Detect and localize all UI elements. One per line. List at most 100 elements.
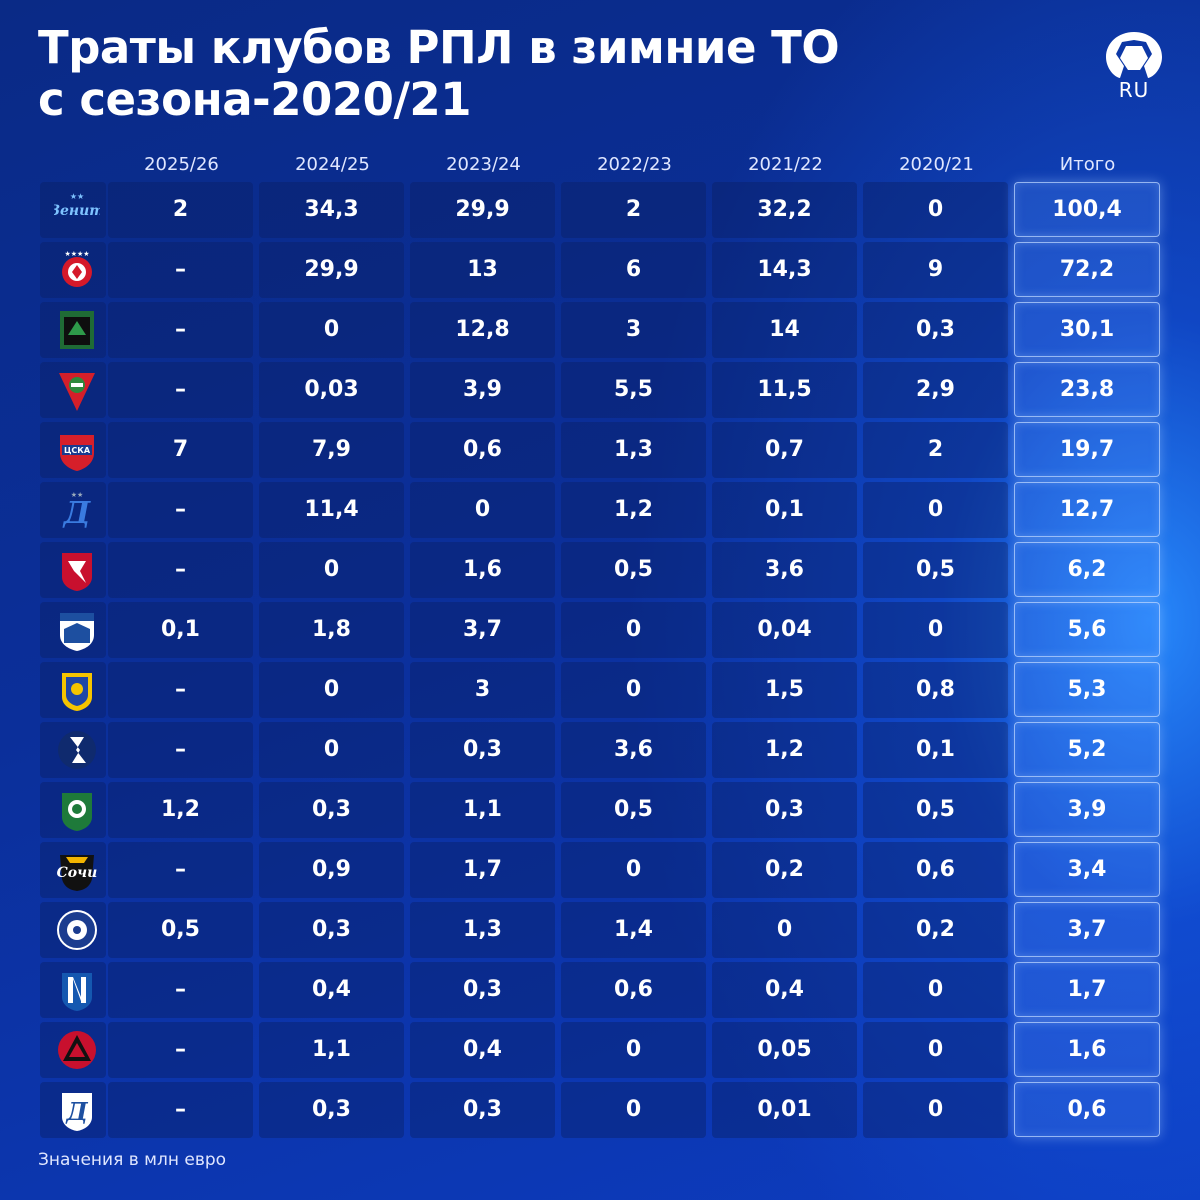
club-logo-cell: [40, 902, 106, 958]
value-cell: 13: [410, 242, 555, 298]
value-cell: 0,3: [259, 1082, 404, 1138]
value-cell: 0,5: [863, 782, 1008, 838]
value-cell: 0: [561, 1022, 706, 1078]
zenit-logo: Зенит ★★: [54, 192, 100, 219]
table-row: –1,1 0,4 0 0,05 0 1,6: [0, 1022, 1200, 1078]
club-logo-cell: Д: [40, 1082, 106, 1138]
table-row: –0 12,8 3 14 0,3 30,1: [0, 302, 1200, 358]
value-cell: –: [108, 662, 253, 718]
value-cell: 5,5: [561, 362, 706, 418]
value-cell: 0: [561, 662, 706, 718]
value-cell: 29,9: [259, 242, 404, 298]
total-cell: 5,3: [1014, 662, 1160, 717]
table-row: –0,4 0,3 0,6 0,4 0 1,7: [0, 962, 1200, 1018]
value-cell: 0: [863, 1022, 1008, 1078]
value-cell: 14,3: [712, 242, 857, 298]
value-cell: 0,5: [561, 542, 706, 598]
value-cell: 0,4: [712, 962, 857, 1018]
akron-logo: [58, 1031, 96, 1069]
value-cell: 0: [561, 842, 706, 898]
value-cell: 0,8: [863, 662, 1008, 718]
table-row: ЦСКА 7 7,9 0,6 1,3 0,7 2 19,7: [0, 422, 1200, 478]
brand-logo: RU: [1098, 30, 1170, 102]
value-cell: –: [108, 362, 253, 418]
table-row: –0 0,3 3,6 1,2 0,1 5,2: [0, 722, 1200, 778]
club-logo-cell: [40, 362, 106, 418]
value-cell: 1,5: [712, 662, 857, 718]
value-cell: 0: [863, 482, 1008, 538]
value-cell: 2: [561, 182, 706, 238]
svg-text:Зенит: Зенит: [54, 203, 100, 219]
table-row: Сочи –0,9 1,7 0 0,2 0,6 3,4: [0, 842, 1200, 898]
value-cell: 0,3: [259, 902, 404, 958]
cska-logo: ЦСКА: [60, 435, 94, 471]
column-header-0: 2025/26: [144, 154, 219, 175]
column-header-3: 2022/23: [597, 154, 672, 175]
value-cell: 0,7: [712, 422, 857, 478]
column-header-4: 2021/22: [748, 154, 823, 175]
title-line-1: Траты клубов РПЛ в зимние ТО: [38, 21, 840, 74]
value-cell: 0: [712, 902, 857, 958]
value-cell: 0,6: [410, 422, 555, 478]
value-cell: 1,1: [259, 1022, 404, 1078]
value-cell: 0,3: [410, 962, 555, 1018]
value-cell: 0: [863, 182, 1008, 238]
total-cell: 5,6: [1014, 602, 1160, 657]
value-cell: 1,2: [108, 782, 253, 838]
club-logo-cell: [40, 722, 106, 778]
club-logo-cell: [40, 1022, 106, 1078]
dynamo-logo: Д★★: [62, 491, 92, 531]
value-cell: 0: [863, 1082, 1008, 1138]
svg-text:★★: ★★: [70, 192, 84, 201]
total-cell: 19,7: [1014, 422, 1160, 477]
column-header-6: Итого: [1059, 154, 1116, 175]
total-cell: 23,8: [1014, 362, 1160, 417]
value-cell: 0,01: [712, 1082, 857, 1138]
column-header-5: 2020/21: [899, 154, 974, 175]
svg-text:★★: ★★: [71, 491, 84, 499]
value-cell: 3,7: [410, 602, 555, 658]
club-logo-cell: [40, 602, 106, 658]
table-row: Д ★★ –11,4 0 1,2 0,1 0 12,7: [0, 482, 1200, 538]
value-cell: 0,3: [410, 1082, 555, 1138]
value-cell: 1,4: [561, 902, 706, 958]
value-cell: –: [108, 722, 253, 778]
svg-text:ЦСКА: ЦСКА: [64, 446, 91, 455]
club-logo-cell: [40, 782, 106, 838]
value-cell: 3: [410, 662, 555, 718]
value-cell: 0: [410, 482, 555, 538]
value-cell: 0,9: [259, 842, 404, 898]
page-title: Траты клубов РПЛ в зимние ТО с сезона-20…: [38, 21, 840, 126]
value-cell: 2,9: [863, 362, 1008, 418]
total-cell: 1,7: [1014, 962, 1160, 1017]
value-cell: 3: [561, 302, 706, 358]
value-cell: 0,6: [863, 842, 1008, 898]
club-logo-cell: Д ★★: [40, 482, 106, 538]
value-cell: 0: [259, 662, 404, 718]
value-cell: –: [108, 542, 253, 598]
value-cell: 0,04: [712, 602, 857, 658]
table-row: 1,2 0,3 1,1 0,5 0,3 0,5 3,9: [0, 782, 1200, 838]
value-cell: 2: [863, 422, 1008, 478]
club-logo-cell: ★★★★: [40, 242, 106, 298]
value-cell: 0: [259, 302, 404, 358]
value-cell: 1,6: [410, 542, 555, 598]
value-cell: 0,5: [863, 542, 1008, 598]
value-cell: 0,4: [259, 962, 404, 1018]
club-logo-cell: [40, 962, 106, 1018]
value-cell: 6: [561, 242, 706, 298]
value-cell: –: [108, 1082, 253, 1138]
value-cell: 0: [863, 602, 1008, 658]
table-row: Д –0,3 0,3 0 0,01 0 0,6: [0, 1082, 1200, 1138]
pari-nn-logo: [62, 973, 92, 1011]
sochi-logo: Сочи: [57, 855, 97, 891]
club-logo-cell: [40, 542, 106, 598]
club-logo-cell: Сочи: [40, 842, 106, 898]
orenburg-logo: [57, 910, 97, 950]
table-row: 0,1 1,8 3,7 0 0,04 0 5,6: [0, 602, 1200, 658]
table-row: –0 3 0 1,5 0,8 5,3: [0, 662, 1200, 718]
value-cell: 0: [259, 542, 404, 598]
total-cell: 5,2: [1014, 722, 1160, 777]
value-cell: 0,2: [863, 902, 1008, 958]
